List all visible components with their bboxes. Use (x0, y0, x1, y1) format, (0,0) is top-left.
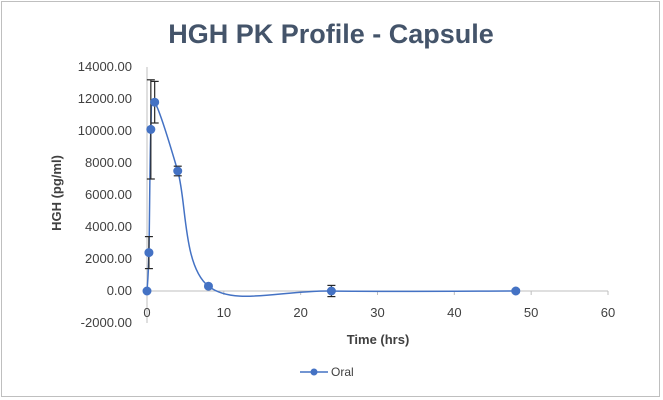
x-tick-label: 20 (293, 305, 307, 320)
x-axis-label: Time (hrs) (347, 332, 410, 347)
y-tick-label: 6000.00 (85, 187, 132, 202)
data-point (326, 286, 336, 296)
y-tick-label: 4000.00 (85, 219, 132, 234)
data-point (203, 281, 213, 291)
y-tick-label: 12000.00 (78, 91, 132, 106)
legend: Oral (300, 365, 354, 379)
legend-marker-oral (310, 368, 318, 376)
x-tick-label: 10 (217, 305, 231, 320)
x-tick-label: 0 (143, 305, 150, 320)
x-tick-label: 30 (370, 305, 384, 320)
data-point (144, 248, 154, 258)
y-tick-labels: -2000.00 0.00 2000.00 4000.00 6000.00 8000.00… (78, 59, 132, 330)
data-point (173, 166, 183, 176)
axes (146, 67, 609, 323)
y-tick-label: 10000.00 (78, 123, 132, 138)
x-tick-label: 50 (524, 305, 538, 320)
x-tick-label: 40 (447, 305, 461, 320)
chart-title: HGH PK Profile - Capsule (168, 19, 494, 49)
y-tick-label: 2000.00 (85, 251, 132, 266)
y-tick-label: 14000.00 (78, 59, 132, 74)
series-layer (142, 79, 521, 298)
y-tick-label: -2000.00 (81, 315, 132, 330)
data-point (146, 124, 156, 134)
x-tick-label: 60 (601, 305, 615, 320)
y-tick-label: 0.00 (107, 283, 132, 298)
data-point (142, 286, 152, 296)
y-tick-label: 8000.00 (85, 155, 132, 170)
data-point (150, 97, 160, 107)
series-line-oral (146, 99, 516, 298)
y-axis-label: HGH (pg/ml) (49, 155, 64, 231)
data-point (511, 286, 521, 296)
x-tick-labels: 0 10 20 30 40 50 60 (143, 305, 615, 320)
legend-label-oral: Oral (331, 365, 354, 379)
